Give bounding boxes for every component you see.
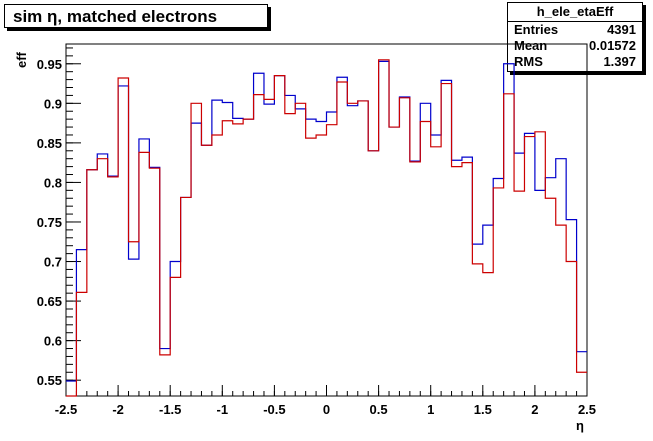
stats-box: h_ele_etaEff Entries 4391 Mean 0.01572 R… [507, 2, 643, 72]
x-tick-label: -1.5 [159, 402, 181, 417]
x-tick-label: -0.5 [263, 402, 285, 417]
x-axis-label: η [576, 418, 584, 433]
stats-row-rms: RMS 1.397 [508, 54, 642, 70]
stats-histogram-name: h_ele_etaEff [508, 3, 642, 22]
y-tick-label: 0.55 [37, 373, 62, 388]
y-tick-label: 0.9 [44, 96, 62, 111]
y-tick-label: 0.95 [37, 57, 62, 72]
x-tick-label: 2.5 [578, 402, 596, 417]
x-tick-label: 2 [531, 402, 538, 417]
histogram-series [66, 59, 587, 397]
stats-value: 1.397 [603, 54, 636, 69]
y-tick-label: 0.8 [44, 175, 62, 190]
histogram-series-0 [66, 60, 587, 382]
y-tick-label: 0.75 [37, 215, 62, 230]
stats-row-mean: Mean 0.01572 [508, 38, 642, 54]
x-tick-label: -1 [217, 402, 229, 417]
x-tick-label: -2 [112, 402, 124, 417]
x-tick-label: 1 [427, 402, 434, 417]
stats-value: 4391 [607, 22, 636, 37]
y-axis-label: eff [14, 51, 29, 68]
y-tick-label: 0.65 [37, 294, 62, 309]
chart-title: sim η, matched electrons [4, 4, 268, 28]
stats-row-entries: Entries 4391 [508, 22, 642, 38]
stats-label: RMS [514, 54, 543, 69]
stats-value: 0.01572 [589, 38, 636, 53]
x-tick-label: 0.5 [370, 402, 388, 417]
plot-frame [65, 43, 588, 397]
stats-label: Entries [514, 22, 559, 37]
x-tick-label: -2.5 [55, 402, 77, 417]
y-axis-ticks: 0.55 0.6 0.65 0.7 0.75 0.8 0.85 0.9 0.95 [37, 47, 81, 388]
y-tick-label: 0.7 [44, 255, 62, 270]
y-tick-label: 0.6 [44, 334, 62, 349]
y-tick-label: 0.85 [37, 136, 62, 151]
x-tick-label: 0 [323, 402, 330, 417]
stats-label: Mean [514, 38, 548, 53]
x-axis-ticks: -2.5 -2 -1.5 -1 -0.5 0 0.5 1 1.5 2 2.5 [55, 385, 596, 417]
x-tick-label: 1.5 [474, 402, 492, 417]
histogram-series-1 [66, 59, 587, 397]
